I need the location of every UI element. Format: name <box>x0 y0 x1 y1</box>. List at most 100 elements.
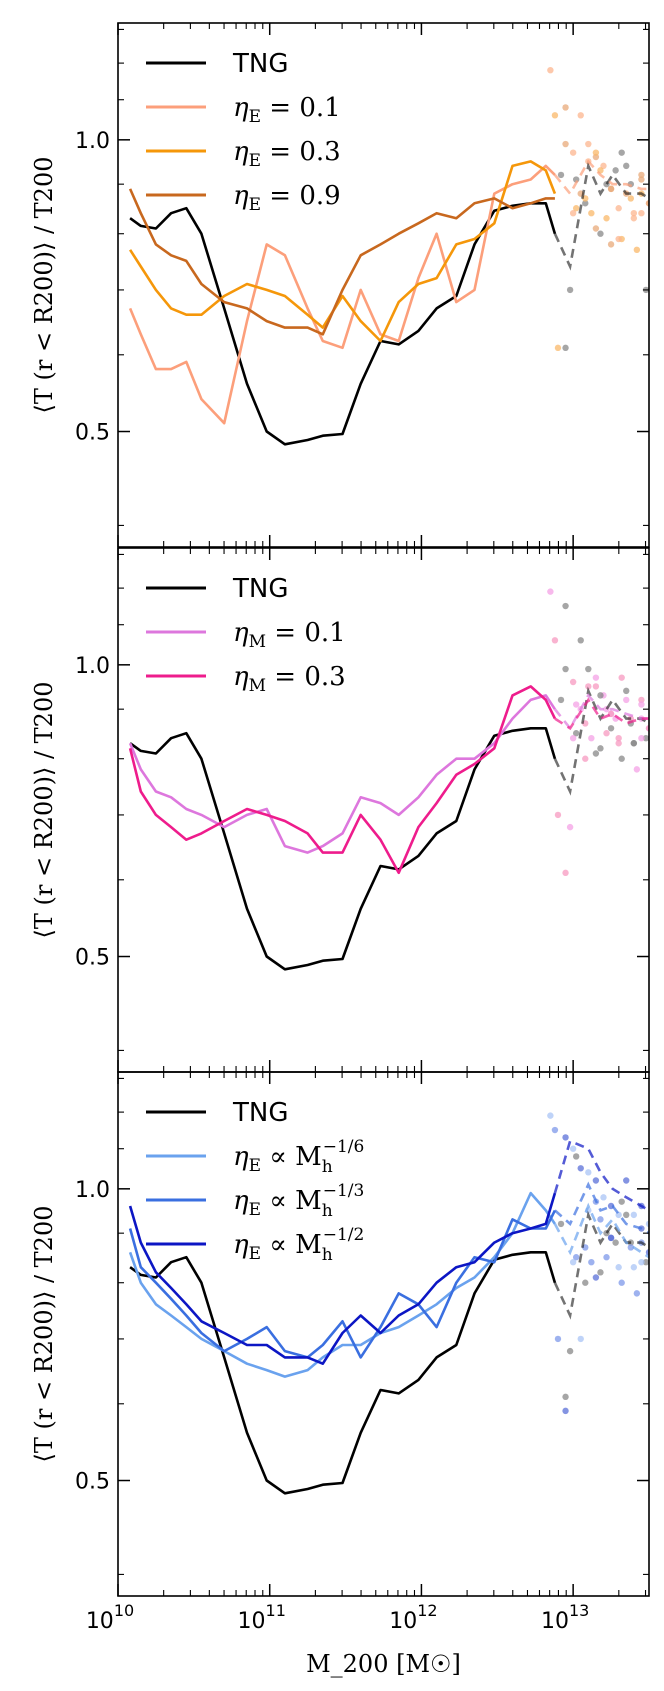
scatter-point <box>623 162 630 170</box>
series-dashed-1 <box>553 1202 649 1259</box>
scatter-point <box>638 171 645 179</box>
scatter-point <box>597 230 604 237</box>
scatter-point <box>569 1259 577 1266</box>
scatter-point <box>588 210 595 217</box>
scatter-point <box>554 344 562 352</box>
legend-eta: η <box>233 618 249 648</box>
legend-label: TNG <box>232 49 288 79</box>
series-line-1 <box>128 694 556 854</box>
scatter-point <box>612 1239 619 1246</box>
x-tick-base: 10 <box>541 1609 569 1634</box>
scatter-point <box>557 696 565 704</box>
scatter-point <box>642 1259 649 1266</box>
axes-frame <box>117 22 650 548</box>
plot-area <box>128 588 649 971</box>
legend-rest: ∝ M <box>261 1230 322 1260</box>
x-tick-base: 10 <box>86 1609 114 1634</box>
scatter-point <box>603 730 610 737</box>
series-line-2 <box>128 685 557 875</box>
legend-label: ηE ∝ Mh−1/3 <box>233 1181 364 1221</box>
scatter-point <box>562 665 569 673</box>
scatter-point <box>597 745 604 752</box>
scatter-point <box>627 1244 634 1251</box>
scatter-point <box>615 1264 622 1271</box>
scatter-point <box>630 1264 638 1271</box>
scatter-point <box>551 637 559 644</box>
series-line-3 <box>128 188 555 336</box>
legend-label: ηE ∝ Mh−1/6 <box>233 1137 364 1177</box>
scatter-point <box>585 1169 592 1176</box>
scatter-point <box>623 1177 630 1184</box>
scatter-point <box>607 1234 615 1242</box>
scatter-point <box>618 1279 625 1286</box>
scatter-point <box>577 1335 584 1343</box>
scatter-point <box>618 1198 625 1205</box>
scatter-point <box>623 687 630 695</box>
scatter-point <box>638 176 645 183</box>
scatter-point <box>562 869 569 877</box>
scatter-point <box>547 66 554 74</box>
scatter-point <box>630 210 638 217</box>
x-tick-label: 1012 <box>389 1601 437 1634</box>
legend-rest: = 0.1 <box>266 618 346 648</box>
scatter-point <box>562 1407 569 1415</box>
scatter-point <box>566 286 574 294</box>
scatter-point <box>557 1220 565 1228</box>
legend-label: TNG <box>232 574 288 604</box>
legend-sub: E <box>249 1244 261 1264</box>
scatter-point <box>592 683 600 690</box>
y-tick-label: 1.0 <box>75 1178 110 1203</box>
scatter-point <box>642 735 649 742</box>
legend-sub-h: h <box>322 1157 333 1177</box>
legend-sub-h: h <box>322 1245 333 1265</box>
legend-label: ηE = 0.1 <box>233 93 341 127</box>
series-dashed-3 <box>553 1139 649 1212</box>
scatter-point <box>623 1211 630 1219</box>
legend-label: ηE ∝ Mh−1/2 <box>233 1225 364 1265</box>
scatter-point <box>630 740 638 747</box>
scatter-point <box>562 602 569 610</box>
x-tick-label: 1010 <box>86 1601 134 1634</box>
scatter-point <box>597 1216 604 1223</box>
series-dashed-tng <box>553 161 649 271</box>
legend-rest: = 0.1 <box>261 93 341 123</box>
legend-sub: E <box>249 1200 261 1220</box>
scatter-point <box>569 149 577 156</box>
series-line-tng <box>129 202 557 446</box>
legend-eta: η <box>233 137 249 167</box>
scatter-point <box>618 674 625 681</box>
legend-eta: η <box>233 1142 249 1172</box>
scatter-point <box>615 235 622 243</box>
scatter-point <box>592 225 600 232</box>
legend-sub: E <box>249 151 261 171</box>
scatter-point <box>577 112 584 119</box>
legend-rest: = 0.3 <box>261 137 341 167</box>
series-line-1 <box>128 1191 556 1378</box>
x-tick-base: 10 <box>238 1609 266 1634</box>
axes-frame <box>117 547 650 1073</box>
series-dashed-2 <box>554 697 649 731</box>
scatter-point <box>630 215 638 222</box>
scatter-point <box>569 735 577 742</box>
scatter-point <box>569 678 577 686</box>
scatter-point <box>607 241 615 248</box>
scatter-point <box>562 1134 569 1141</box>
x-tick-exp: 12 <box>417 1601 437 1620</box>
scatter-point <box>572 701 580 708</box>
legend-sup: −1/3 <box>323 1181 365 1201</box>
scatter-point <box>618 149 625 156</box>
scatter-point <box>554 811 562 819</box>
scatter-point <box>582 1279 589 1286</box>
series-dashed-1 <box>553 159 649 196</box>
scatter-point <box>551 1126 559 1134</box>
legend-label: ηM = 0.3 <box>233 662 346 696</box>
scatter-point <box>577 1165 584 1172</box>
x-axis-label: M_200 [M☉] <box>306 1650 461 1678</box>
scatter-point <box>562 104 569 111</box>
scatter-point <box>588 1259 595 1266</box>
scatter-point <box>603 1254 610 1261</box>
scatter-point <box>638 1259 645 1266</box>
